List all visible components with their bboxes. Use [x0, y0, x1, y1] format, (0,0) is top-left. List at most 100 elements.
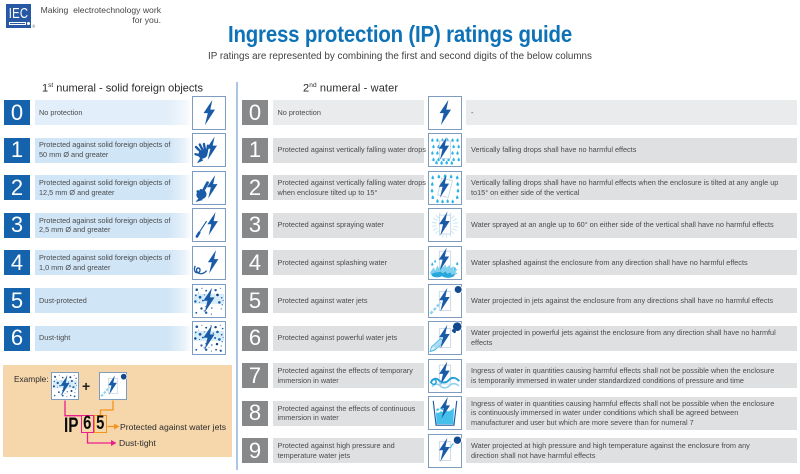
- rating-digit-box: 8: [242, 400, 268, 426]
- example-dust-tight-icon: [51, 372, 79, 400]
- rating-digit-box: 0: [4, 100, 30, 125]
- rating-description-band: Dust-protected: [34, 288, 191, 313]
- rating-criteria-line: Vertically falling drops shall have no h…: [471, 145, 637, 155]
- rating-criteria-line: Water splashed against the enclosure fro…: [471, 257, 748, 267]
- rating-description-line: Dust-protected: [39, 295, 87, 305]
- example-callout-dust-tight: Dust-tight: [119, 438, 156, 448]
- column-divider: [236, 82, 238, 470]
- rating-description-line: No protection: [277, 107, 321, 117]
- water-jet-icon: [428, 283, 463, 318]
- bolt-icon-graphic: [439, 99, 452, 125]
- rating-description-line: Protected against solid foreign objects …: [39, 253, 171, 263]
- finger-bolt-icon-graphic: [194, 174, 217, 202]
- dust-protected-icon-graphic: [193, 287, 224, 315]
- rating-description-line: 12,5 mm Ø and greater: [39, 187, 115, 197]
- rating-description-line: 50 mm Ø and greater: [39, 150, 109, 160]
- water-jet-icon-graphic: [100, 373, 128, 397]
- example-callout-water-jets: Protected against water jets: [120, 421, 227, 432]
- rating-digit-box: 1: [4, 137, 30, 163]
- header-text: numeral - water: [316, 82, 399, 95]
- rating-description-line: Dust-tight: [39, 333, 71, 343]
- rating-description-band: Protected against powerful water jets: [272, 325, 424, 351]
- rating-criteria-band: Water projected in jets against the encl…: [466, 288, 797, 313]
- example-water-jet-icon: [99, 372, 128, 400]
- rating-criteria-line: Water projected in powerful jets against…: [471, 328, 776, 338]
- rating-criteria-band: Ingress of water in quantities causing h…: [466, 363, 797, 389]
- rating-description-line: Protected against vertically falling wat…: [277, 177, 426, 187]
- rating-description-band: Protected against vertically falling wat…: [272, 137, 426, 163]
- rating-description-line: 1,0 mm Ø and greater: [39, 262, 111, 272]
- dust-tight-icon: [191, 321, 226, 356]
- continuous-immersion-icon: [428, 396, 462, 431]
- rating-digit-box: 2: [4, 175, 30, 201]
- rating-description-line: No protection: [39, 107, 83, 117]
- example-ip-digit-water-value: 5: [96, 413, 105, 434]
- header-text: numeral - solid foreign objects: [53, 82, 203, 95]
- rating-description-line: Protected against the effects of tempora…: [277, 365, 413, 375]
- rating-criteria-line: is continuously immersed in water under …: [471, 408, 739, 418]
- rating-digit-box: 5: [4, 288, 30, 313]
- iec-logo-dot: [26, 22, 30, 25]
- rating-digit-box: 3: [4, 212, 30, 238]
- rating-digit-box: 3: [242, 212, 268, 238]
- rating-criteria-band: -: [466, 100, 797, 125]
- example-box: Example: + IP 6 5 Protected against wate…: [3, 365, 232, 457]
- powerful-jet-icon: [428, 321, 463, 356]
- bolt-icon: [428, 95, 462, 130]
- example-ip-digit-dust-value: 6: [83, 413, 92, 434]
- rating-description-line: Protected against vertically falling wat…: [277, 145, 426, 155]
- rating-description-band: Protected against solid foreign objects …: [34, 137, 191, 163]
- rating-criteria-line: Ingress of water in quantities causing h…: [471, 398, 775, 408]
- bolt-icon-graphic: [203, 99, 215, 125]
- splash-water-icon: [428, 245, 462, 280]
- falling-drops-icon: [428, 133, 462, 168]
- rating-criteria-line: -: [471, 107, 474, 117]
- hand-bolt-icon-graphic: [193, 136, 217, 164]
- column-header-solid-objects: 1st numeral - solid foreign objects: [42, 82, 203, 95]
- page-subtitle: IP ratings are represented by combining …: [208, 51, 592, 62]
- rating-digit-box: 0: [242, 100, 268, 125]
- brand-tagline: Making electrotechnology work for you.: [40, 5, 161, 27]
- rating-criteria-band: Vertically falling drops shall have no h…: [466, 137, 797, 163]
- powerful-jet-icon-graphic: [429, 321, 463, 353]
- rating-description-band: Protected against solid foreign objects …: [34, 175, 191, 201]
- tool-bolt-icon: [191, 208, 226, 243]
- rating-criteria-line: Water sprayed at an angle up to 60° on e…: [471, 220, 774, 230]
- example-connector-lines: [64, 400, 120, 446]
- rating-criteria-line: to15° on either side of the vertical: [471, 187, 580, 197]
- rating-criteria-band: Water sprayed at an angle up to 60° on e…: [466, 212, 797, 238]
- rating-criteria-line: Ingress of water in quantities causing h…: [471, 365, 775, 375]
- rating-description-line: immersion in water: [277, 413, 339, 423]
- tilted-drops-icon-graphic: [430, 173, 460, 203]
- rating-description-band: No protection: [272, 100, 424, 125]
- rating-description-band: Protected against water jets: [272, 288, 424, 313]
- spray-water-icon-graphic: [431, 211, 459, 238]
- dust-tight-icon-graphic: [193, 324, 224, 352]
- brand-tagline-line2: for you.: [132, 15, 161, 26]
- tool-bolt-icon-graphic: [195, 212, 218, 239]
- rating-criteria-band: Vertically falling drops shall have no h…: [466, 175, 797, 201]
- header-ordinal: st: [48, 82, 54, 89]
- rating-criteria-line: direction shall not have harmful effects: [471, 450, 596, 460]
- rating-digit-box: 4: [4, 250, 30, 276]
- example-ip-code-prefix: IP: [64, 413, 79, 437]
- rating-criteria-line: Water projected at high pressure and hig…: [471, 441, 750, 451]
- rating-description-line: when enclosure tilted up to 15°: [277, 187, 378, 197]
- rating-description-band: Dust-tight: [34, 325, 191, 351]
- hot-jet-icon: [428, 433, 462, 468]
- example-plus-sign: +: [82, 378, 91, 394]
- rating-description-band: Protected against solid foreign objects …: [34, 250, 191, 276]
- rating-description-band: Protected against the effects of tempora…: [272, 363, 424, 389]
- rating-description-band: Protected against high pressure and tempe…: [272, 438, 424, 464]
- falling-drops-icon-graphic: [431, 136, 460, 165]
- rating-digit-box: 6: [242, 325, 268, 351]
- rating-digit-box: 4: [242, 250, 268, 276]
- rating-description-line: Protected against solid foreign objects …: [39, 177, 171, 187]
- rating-description-band: No protection: [34, 100, 191, 125]
- rating-description-band: Protected against solid foreign objects …: [34, 212, 191, 238]
- header-ordinal: nd: [309, 82, 317, 89]
- bolt-icon: [191, 95, 226, 130]
- water-jet-icon-graphic: [429, 284, 463, 315]
- temporary-immersion-icon-graphic: [429, 361, 460, 389]
- rating-criteria-band: Ingress of water in quantities causing h…: [466, 396, 797, 430]
